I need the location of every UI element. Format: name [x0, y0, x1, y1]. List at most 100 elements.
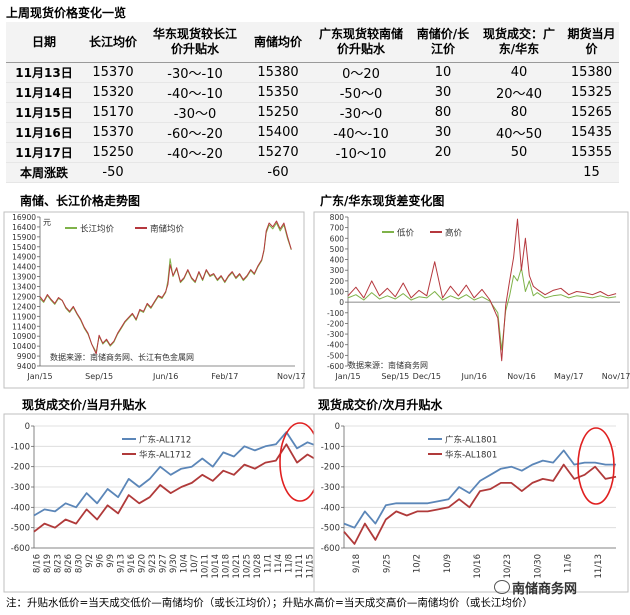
- chart3-xtick-label: 8/30: [74, 554, 84, 573]
- chart1-ylabel: 元: [43, 218, 51, 227]
- chart3-ytick-label: -200: [11, 463, 30, 473]
- chart1-source: 数据来源：南储商务网、长江有色金属网: [50, 352, 194, 362]
- header-date: 日期: [6, 22, 82, 63]
- chart1-ytick-label: 13900: [12, 273, 36, 282]
- table-cell: 40～50: [474, 122, 564, 143]
- table-cell: -50: [82, 162, 144, 183]
- chart1-title: 南储、长江价格走势图: [20, 194, 141, 208]
- table-cell: -60～-20: [144, 122, 246, 143]
- table-cell: [144, 162, 246, 183]
- chart3-ytick-label: -100: [11, 442, 30, 452]
- chart1-series-line: [39, 220, 292, 355]
- chart2-series-line: [347, 267, 617, 351]
- chart2-ytick-label: -300: [327, 330, 344, 339]
- table-row: 11月16日 15370 -60～-20 15400 -40～-10 30 40～50 154…: [6, 122, 619, 143]
- watermark: 南储商务网: [512, 582, 578, 597]
- chart3-xtick-label: 10/7: [190, 554, 200, 573]
- table-cell: -50～0: [310, 82, 412, 103]
- chart3-ytick-label: -400: [11, 503, 30, 513]
- table-cell: -30～0: [310, 102, 412, 123]
- chart4-ytick-label: -400: [321, 503, 340, 513]
- chart4-xtick-label: 11/6: [564, 554, 574, 573]
- chart2-ytick-label: 400: [330, 256, 345, 265]
- table-cell: [474, 162, 564, 183]
- table-cell: 50: [474, 142, 564, 163]
- chart3-xtick-label: 10/11: [201, 554, 211, 579]
- chart2-ytick-label: 500: [330, 245, 345, 254]
- table-cell: 80: [412, 102, 474, 123]
- table-cell: 30: [412, 82, 474, 103]
- table-cell: [412, 162, 474, 183]
- chart2-ytick-label: 200: [330, 277, 345, 286]
- chart1-ytick-label: 16400: [12, 223, 36, 232]
- chart4-ytick-label: -600: [321, 544, 340, 554]
- chart3-xtick-label: 11/11: [295, 554, 305, 579]
- table-cell: 15270: [246, 142, 310, 163]
- table-cell: 15355: [564, 142, 619, 163]
- table-cell: 15400: [246, 122, 310, 143]
- chart1-ytick-label: 14400: [12, 263, 36, 272]
- chart4-ytick-label: 0: [335, 422, 340, 432]
- chart1-ytick-label: 15400: [12, 243, 36, 252]
- table-cell: 11月17日: [6, 142, 82, 163]
- chart3-ytick-label: -500: [11, 524, 30, 534]
- table-cell: 15250: [82, 142, 144, 163]
- chart1-legend-label: 长江均价: [80, 224, 115, 235]
- chart2-ytick-label: 100: [330, 288, 345, 297]
- chart4-legend-label: 广东-AL1801: [445, 435, 497, 446]
- chart3-series-line: [33, 431, 319, 517]
- chart4-series-line: [343, 449, 616, 529]
- chart3-xtick-label: 11/15: [306, 554, 316, 579]
- chart4-xtick-label: 10/2: [413, 554, 423, 573]
- table-cell: [310, 162, 412, 183]
- chart2-xtick-label: Nov/17: [602, 372, 630, 381]
- chart1-ytick-label: 9900: [17, 352, 36, 361]
- table-cell: 15380: [246, 62, 310, 83]
- chart3-xtick-label: 9/2: [85, 554, 95, 568]
- chart1-ytick-label: 12900: [12, 292, 36, 301]
- table-cell: 11月15日: [6, 102, 82, 123]
- table-cell: 20～40: [474, 82, 564, 103]
- chart2-source: 数据来源：南储商务网: [348, 360, 428, 370]
- chart1-xtick-label: Nov/17: [277, 372, 306, 381]
- highlight-circle: [577, 427, 615, 505]
- table-row: 11月17日 15250 -40～-20 15270 -10～10 20 50 15355: [6, 142, 619, 163]
- table-cell: 0～20: [310, 62, 412, 83]
- table-cell: 10: [412, 62, 474, 83]
- chart4-xtick-label: 10/16: [473, 554, 483, 579]
- chart3-xtick-label: 8/19: [43, 554, 53, 573]
- chart3-xtick-label: 9/9: [106, 554, 116, 568]
- highlight-circle: [279, 422, 320, 502]
- chart3-xtick-label: 9/23: [148, 554, 158, 573]
- chart4-legend-label: 华东-AL1801: [445, 450, 497, 461]
- chart1-ytick-label: 9400: [17, 362, 36, 371]
- chart4-ytick-label: -300: [321, 483, 340, 493]
- header-volume: 现货成交：广东/华东: [474, 22, 564, 63]
- chart2-ytick-label: -100: [327, 309, 344, 318]
- chart3-xtick-label: 10/28: [253, 554, 263, 579]
- chart2-xtick-label: Dec/15: [413, 372, 441, 381]
- chart3-xtick-label: 10/25: [243, 554, 253, 579]
- price-table: 日期 长江均价 华东现货较长江价升贴水 南储均价 广东现货较南储价升贴水 南储价…: [6, 22, 619, 183]
- table-header-row: 日期 长江均价 华东现货较长江价升贴水 南储均价 广东现货较南储价升贴水 南储价…: [6, 22, 619, 63]
- table-row: 11月13日 15370 -30～-10 15380 0～20 10 40 15380: [6, 62, 619, 83]
- chart4-xtick-label: 9/25: [382, 554, 392, 573]
- chart3-xtick-label: 9/27: [158, 554, 168, 573]
- weekly-change-row: 本周涨跌 -50 -60 15: [6, 162, 619, 183]
- chart2-ytick-label: 300: [330, 266, 345, 275]
- chart3-xtick-label: 8/23: [53, 554, 63, 573]
- chart3-legend-label: 广东-AL1712: [139, 435, 191, 446]
- chart3-ytick-label: -600: [11, 544, 30, 554]
- chart1-ytick-label: 16900: [12, 213, 36, 222]
- header-futures: 期货当月价: [564, 22, 619, 63]
- chart3-frame: [3, 413, 320, 593]
- table-cell: -60: [246, 162, 310, 183]
- chart2-xtick-label: Jan/15: [334, 372, 360, 381]
- table-cell: 40: [474, 62, 564, 83]
- chart4-xtick-label: 10/30: [533, 554, 543, 579]
- header-huadong-premium: 华东现货较长江价升贴水: [144, 22, 246, 63]
- table-cell: 15370: [82, 122, 144, 143]
- table-cell: 15170: [82, 102, 144, 123]
- chart2-ytick-label: 800: [330, 213, 345, 222]
- table-cell: 11月14日: [6, 82, 82, 103]
